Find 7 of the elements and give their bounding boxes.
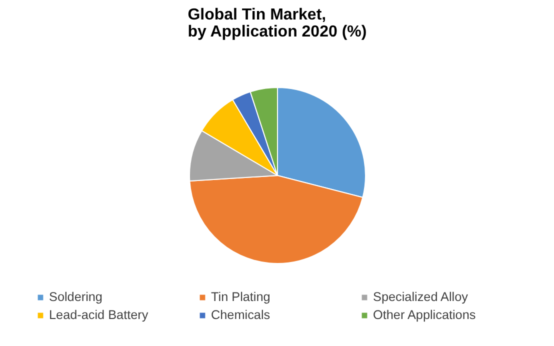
- legend-label: Specialized Alloy: [373, 290, 469, 304]
- legend-label: Soldering: [49, 290, 104, 304]
- legend-label: Lead-acid Battery: [49, 308, 150, 322]
- legend-label: Other Applications: [373, 308, 477, 322]
- legend-label: Chemicals: [211, 308, 272, 322]
- chart-title: Global Tin Market, by Application 2020 (%): [188, 6, 367, 40]
- legend-label: Tin Plating: [211, 290, 272, 304]
